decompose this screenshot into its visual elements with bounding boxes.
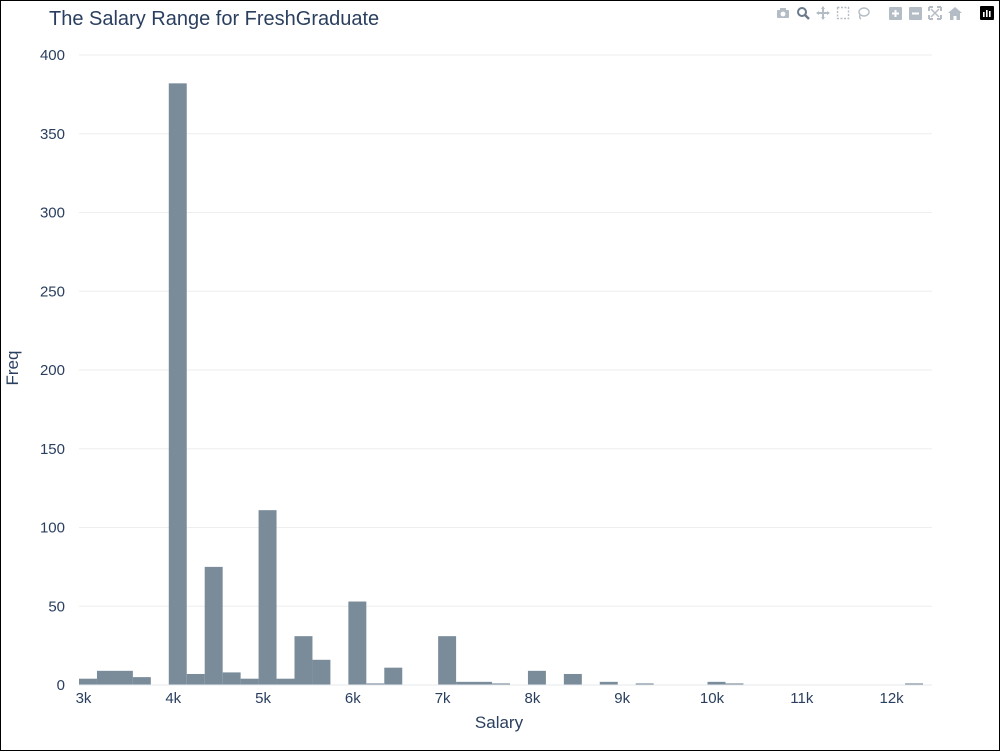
x-tick-label: 12k: [880, 690, 905, 707]
histogram-bar[interactable]: [527, 670, 546, 685]
histogram-bar[interactable]: [312, 659, 331, 685]
axes: 0 50 100 150 200 250 300 350 400 3k 4k 5k 6k 7k 8k 9k 10…: [40, 47, 932, 707]
zoom-in-icon[interactable]: [887, 5, 903, 21]
y-tick-label: 200: [40, 362, 65, 379]
histogram-bar[interactable]: [905, 683, 924, 685]
reset-axes-icon[interactable]: [947, 5, 963, 21]
histogram-bar[interactable]: [258, 510, 277, 685]
modebar: [775, 5, 995, 21]
histogram-bar[interactable]: [186, 673, 205, 685]
x-tick-label: 7k: [435, 690, 451, 707]
grid-lines: [79, 54, 932, 607]
histogram-bar[interactable]: [240, 678, 259, 685]
histogram-bar[interactable]: [492, 683, 510, 685]
plotly-logo-icon[interactable]: [979, 5, 995, 21]
zoom-out-icon[interactable]: [907, 5, 923, 21]
histogram-bar[interactable]: [438, 636, 457, 685]
y-tick-label: 300: [40, 205, 65, 222]
histogram-bar[interactable]: [222, 672, 241, 685]
histogram-bar[interactable]: [707, 681, 726, 685]
x-tick-label: 8k: [525, 690, 541, 707]
x-tick-label: 5k: [255, 690, 271, 707]
x-tick-label: 11k: [790, 690, 814, 707]
x-tick-label: 9k: [614, 690, 630, 707]
histogram-bar[interactable]: [294, 636, 313, 685]
histogram-bar[interactable]: [348, 601, 367, 685]
x-tick-label: 6k: [345, 690, 361, 707]
y-tick-label: 350: [40, 126, 65, 143]
y-tick-label: 100: [40, 520, 65, 537]
histogram-bar[interactable]: [563, 673, 582, 685]
x-tick-label: 4k: [165, 690, 181, 707]
camera-icon[interactable]: [775, 5, 791, 21]
histogram-bar[interactable]: [366, 683, 385, 685]
x-axis-title: Salary: [475, 713, 524, 732]
histogram-bar[interactable]: [79, 678, 97, 685]
lasso-select-icon[interactable]: [855, 5, 871, 21]
y-tick-label: 0: [57, 677, 65, 694]
bars: [79, 83, 924, 686]
histogram-bar[interactable]: [725, 683, 744, 685]
y-tick-label: 400: [40, 47, 65, 64]
histogram-bar[interactable]: [635, 683, 654, 685]
box-select-icon[interactable]: [835, 5, 851, 21]
histogram-bar[interactable]: [168, 83, 187, 686]
y-axis-title: Freq: [3, 351, 22, 386]
histogram-bar[interactable]: [132, 677, 151, 685]
zoom-icon[interactable]: [795, 5, 811, 21]
autoscale-icon[interactable]: [927, 5, 943, 21]
y-tick-label: 150: [40, 441, 65, 458]
histogram-bar[interactable]: [96, 670, 133, 685]
chart-title: The Salary Range for FreshGraduate: [49, 8, 380, 30]
histogram-bar[interactable]: [599, 681, 618, 685]
pan-icon[interactable]: [815, 5, 831, 21]
x-tick-label: 10k: [700, 690, 725, 707]
y-tick-label: 250: [40, 283, 65, 300]
histogram-bar[interactable]: [456, 681, 493, 685]
histogram-bar[interactable]: [384, 667, 403, 685]
histogram-bar[interactable]: [204, 566, 223, 685]
histogram-bar[interactable]: [276, 678, 295, 685]
y-tick-label: 50: [48, 598, 65, 615]
x-tick-label: 3k: [76, 690, 92, 707]
